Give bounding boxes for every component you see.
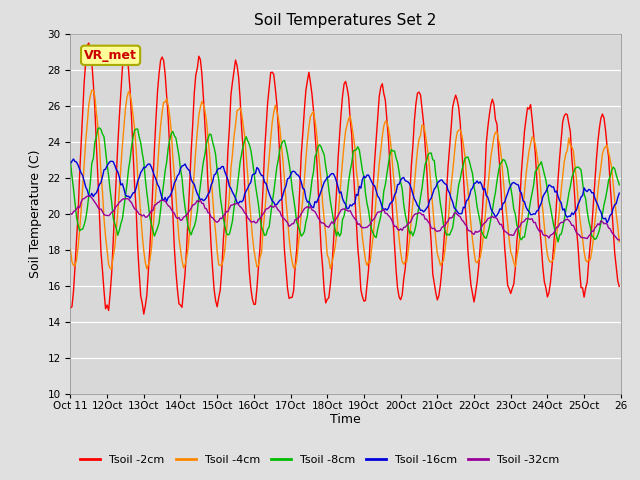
Title: Soil Temperatures Set 2: Soil Temperatures Set 2 bbox=[255, 13, 436, 28]
X-axis label: Time: Time bbox=[330, 413, 361, 426]
Legend: Tsoil -2cm, Tsoil -4cm, Tsoil -8cm, Tsoil -16cm, Tsoil -32cm: Tsoil -2cm, Tsoil -4cm, Tsoil -8cm, Tsoi… bbox=[76, 451, 564, 469]
Y-axis label: Soil Temperature (C): Soil Temperature (C) bbox=[29, 149, 42, 278]
Text: VR_met: VR_met bbox=[84, 49, 137, 62]
